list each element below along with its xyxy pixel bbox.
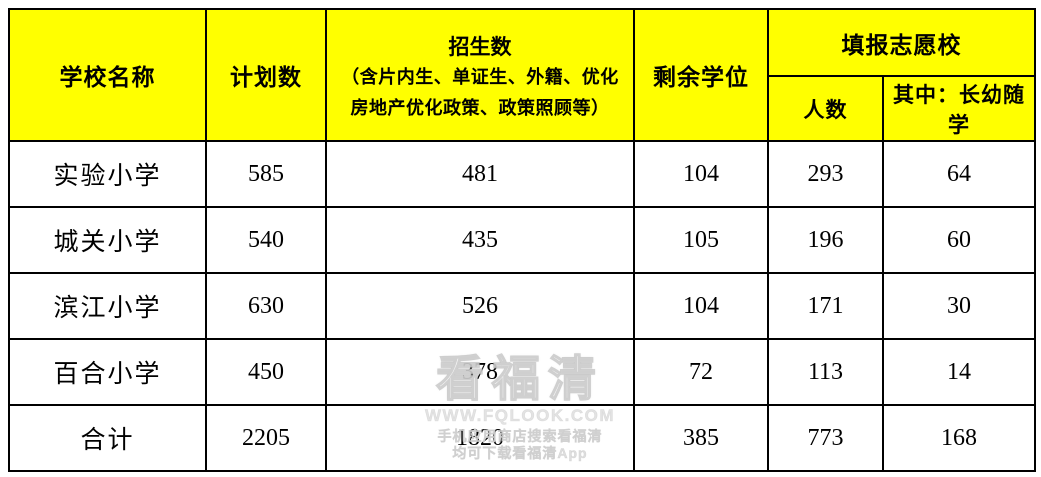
header-school-name: 学校名称 xyxy=(8,8,207,142)
cell-school-name: 滨江小学 xyxy=(8,272,207,340)
cell-people: 171 xyxy=(767,272,884,340)
header-people-count: 人数 xyxy=(767,75,884,142)
cell-plan: 450 xyxy=(205,338,327,406)
cell-people: 113 xyxy=(767,338,884,406)
cell-among: 64 xyxy=(882,140,1036,208)
cell-people: 773 xyxy=(767,404,884,472)
table-row: 实验小学 585 481 104 293 64 xyxy=(8,140,1036,208)
cell-school-name: 合计 xyxy=(8,404,207,472)
cell-remaining: 72 xyxy=(633,338,769,406)
table-row: 滨江小学 630 526 104 171 30 xyxy=(8,272,1036,340)
cell-school-name: 城关小学 xyxy=(8,206,207,274)
cell-plan: 585 xyxy=(205,140,327,208)
table-body: 实验小学 585 481 104 293 64 城关小学 540 435 105… xyxy=(8,140,1036,472)
cell-people: 196 xyxy=(767,206,884,274)
header-remaining-seats: 剩余学位 xyxy=(633,8,769,142)
cell-school-name: 百合小学 xyxy=(8,338,207,406)
cell-among: 14 xyxy=(882,338,1036,406)
cell-among: 60 xyxy=(882,206,1036,274)
cell-enroll: 378 xyxy=(325,338,635,406)
cell-enroll: 1820 xyxy=(325,404,635,472)
header-volunteer-school-group: 填报志愿校 xyxy=(767,8,1036,77)
cell-remaining: 104 xyxy=(633,272,769,340)
cell-people: 293 xyxy=(767,140,884,208)
cell-among: 168 xyxy=(882,404,1036,472)
cell-enroll: 435 xyxy=(325,206,635,274)
cell-plan: 2205 xyxy=(205,404,327,472)
cell-school-name: 实验小学 xyxy=(8,140,207,208)
table-header: 学校名称 计划数 招生数 （含片内生、单证生、外籍、优化 房地产优化政策、政策照… xyxy=(8,8,1036,142)
header-among-followers: 其中：长幼随学 xyxy=(882,75,1036,142)
header-enrollment-count: 招生数 （含片内生、单证生、外籍、优化 房地产优化政策、政策照顾等） xyxy=(325,8,635,142)
header-enrollment-note-line1: （含片内生、单证生、外籍、优化 xyxy=(341,67,619,87)
cell-plan: 540 xyxy=(205,206,327,274)
cell-enroll: 481 xyxy=(325,140,635,208)
table-row-total: 合计 2205 1820 385 773 168 xyxy=(8,404,1036,472)
cell-remaining: 385 xyxy=(633,404,769,472)
header-enrollment-note-line2: 房地产优化政策、政策照顾等） xyxy=(350,98,610,118)
school-enrollment-table: 学校名称 计划数 招生数 （含片内生、单证生、外籍、优化 房地产优化政策、政策照… xyxy=(8,8,1036,472)
table-row: 百合小学 450 378 72 113 14 xyxy=(8,338,1036,406)
cell-among: 30 xyxy=(882,272,1036,340)
cell-remaining: 105 xyxy=(633,206,769,274)
cell-remaining: 104 xyxy=(633,140,769,208)
header-plan-count: 计划数 xyxy=(205,8,327,142)
table-row: 城关小学 540 435 105 196 60 xyxy=(8,206,1036,274)
header-enrollment-title: 招生数 xyxy=(448,35,512,59)
cell-enroll: 526 xyxy=(325,272,635,340)
cell-plan: 630 xyxy=(205,272,327,340)
